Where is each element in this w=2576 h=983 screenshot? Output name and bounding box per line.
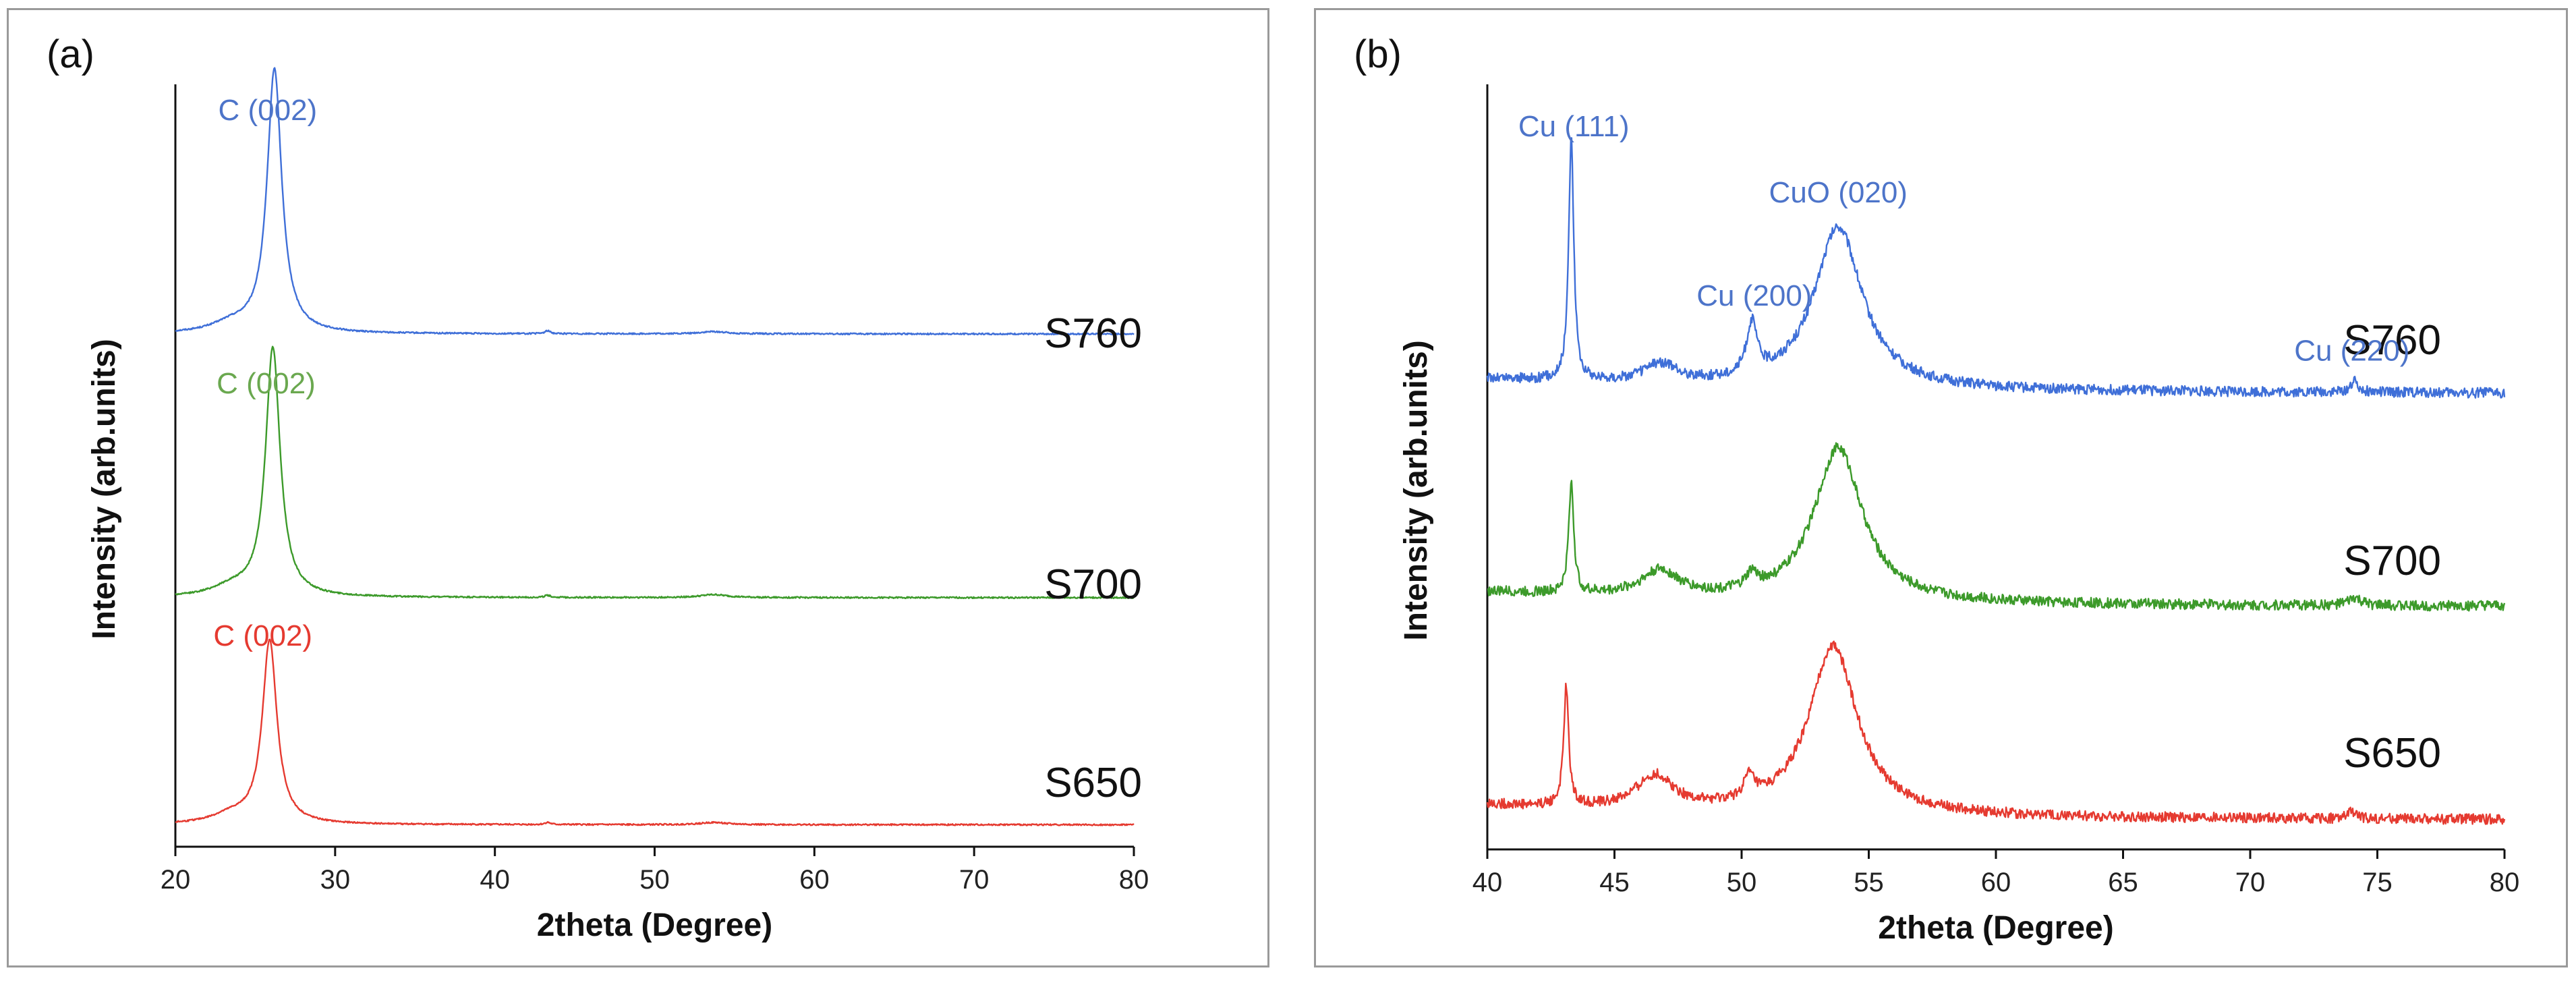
xrd-chart-a: 20 30 40 50 60 70 80 2theta (Degree) Intensity (… [86, 67, 1149, 943]
panel-a: (a) 20 30 40 50 60 70 80 2theta (Degree) Intensi… [7, 8, 1269, 967]
series-s760-line [175, 67, 1135, 336]
x-tick-label: 70 [959, 865, 990, 895]
x-tick-label: 75 [2362, 868, 2393, 897]
x-tick-label: 80 [2490, 868, 2520, 897]
x-tick-label: 50 [1727, 868, 1757, 897]
x-tick-label: 20 [161, 865, 191, 895]
x-tick-label: 65 [2108, 868, 2138, 897]
peak-annotation: Cu (200) [1696, 279, 1812, 312]
series-s760-line [1486, 137, 2506, 399]
series-s650-line [175, 638, 1135, 826]
x-tick-label: 40 [480, 865, 510, 895]
sample-label-s760: S760 [1044, 310, 1142, 357]
x-tick-label: 60 [1981, 868, 2011, 897]
series-s650-line [1486, 640, 2506, 825]
peak-annotation: Cu (220) [2294, 334, 2409, 367]
x-tick-label: 55 [1854, 868, 1884, 897]
x-axis-title: 2theta (Degree) [1878, 910, 2113, 946]
y-axis-title: Intensity (arb.units) [86, 339, 122, 639]
sample-label-s650: S650 [2343, 730, 2441, 777]
x-tick-label: 80 [1119, 865, 1149, 895]
peak-label-c002-s700: C (002) [217, 367, 316, 400]
x-tick-label: 50 [639, 865, 670, 895]
sample-label-s650: S650 [1044, 760, 1142, 806]
panel-a-label: (a) [47, 32, 94, 76]
y-axis-title: Intensity (arb.units) [1398, 340, 1434, 640]
x-tick-label: 70 [2235, 868, 2266, 897]
peak-label-c002-s760: C (002) [218, 94, 317, 127]
panel-b-label: (b) [1354, 32, 1402, 76]
peak-label-c002-s650: C (002) [213, 619, 312, 652]
x-tick-label: 30 [320, 865, 351, 895]
sample-label-s700: S700 [2343, 538, 2441, 584]
sample-label-s700: S700 [1044, 561, 1142, 608]
series-s700-line [175, 345, 1135, 600]
x-tick-label: 40 [1472, 868, 1503, 897]
peak-annotation: CuO (020) [1769, 176, 1908, 209]
xrd-chart-b: 40 45 50 55 60 65 70 75 80 2theta (Degree) Intensi… [1398, 84, 2520, 946]
x-tick-label: 45 [1599, 868, 1630, 897]
x-axis-title: 2theta (Degree) [537, 907, 772, 943]
sample-label-s760: S760 [2343, 317, 2441, 364]
x-tick-label: 60 [799, 865, 830, 895]
series-s700-line [1487, 442, 2506, 612]
peak-annotation: Cu (111) [1518, 110, 1630, 143]
panel-b: (b) 40 45 50 55 60 65 70 75 80 2theta (Degree) Int… [1314, 8, 2568, 967]
